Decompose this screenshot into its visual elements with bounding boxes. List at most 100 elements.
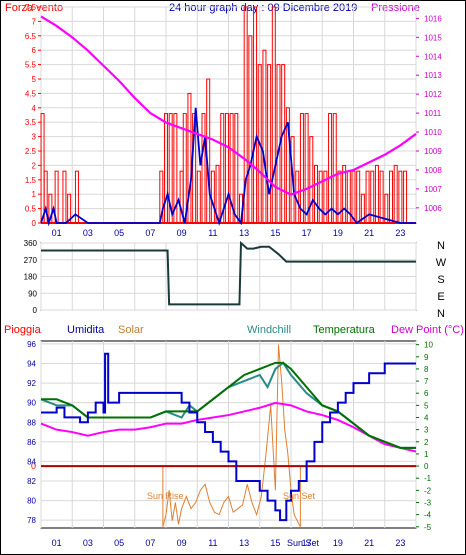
pressure-tick-label: 1010 (424, 128, 442, 137)
direction-tick-label: 0 (33, 306, 38, 315)
wind-tick-label: 7.5 (25, 3, 37, 12)
temp-tick-label: 2 (424, 438, 429, 447)
humidity-tick-label: 96 (27, 340, 36, 349)
humidity-tick-label: 80 (27, 497, 36, 506)
solar-label: Solar (118, 324, 144, 336)
wind-tick-label: 1.5 (25, 176, 37, 185)
hour-tick-label: 05 (114, 228, 124, 238)
humidity-tick-label: 92 (27, 379, 36, 388)
humidity-line (41, 352, 416, 522)
hour-tick-label: 19 (333, 538, 343, 548)
dewpoint-label: Dew Point (°C) (391, 324, 464, 336)
temperature-label: Temperatura (313, 324, 376, 336)
hour-tick-label: 15 (270, 228, 280, 238)
pressure-tick-label: 1009 (424, 147, 442, 156)
dewpoint-line (40, 401, 417, 453)
temp-tick-label: -3 (424, 499, 432, 508)
humidity-tick-label: 94 (27, 360, 36, 369)
direction-tick-label: 360 (24, 239, 38, 248)
hour-tick-label: 17 (302, 228, 312, 238)
temp-tick-label: -2 (424, 486, 432, 495)
temp-tick-label: -5 (424, 523, 432, 532)
wind-tick-label: 6.5 (25, 32, 37, 41)
direction-tick-label: 90 (28, 289, 37, 298)
compass-label: E (437, 291, 444, 303)
humidity-tick-label: 84 (27, 457, 36, 466)
pressure-tick-label: 1006 (424, 204, 442, 213)
pressure-tick-label: 1013 (424, 71, 442, 80)
wind-tick-label: 5.5 (25, 61, 37, 70)
direction-tick-label: 180 (24, 273, 38, 282)
pressure-line (40, 15, 417, 196)
wind-tick-label: 0 (32, 219, 37, 228)
humidity-label: Umidita (67, 324, 105, 336)
humidity-tick-label: 78 (27, 516, 36, 525)
pressure-tick-label: 1012 (424, 90, 442, 99)
hour-tick-label: 15 (270, 538, 280, 548)
rain-value: 0 (31, 461, 36, 471)
hour-tick-label: 01 (52, 538, 62, 548)
wind-tick-label: 2 (32, 161, 37, 170)
sunset-label: Sun Set (283, 491, 316, 501)
solar-line (162, 344, 301, 528)
hour-tick-label: 13 (239, 538, 249, 548)
wind-tick-label: 0.5 (25, 205, 37, 214)
compass-label: W (436, 257, 447, 269)
pressure-tick-label: 1008 (424, 166, 442, 175)
hour-tick-label: 19 (333, 228, 343, 238)
pressure-tick-label: 1015 (424, 33, 442, 42)
hour-tick-label: 09 (177, 228, 187, 238)
hour-tick-label: 07 (145, 228, 155, 238)
hour-tick-label: 11 (208, 538, 217, 548)
hour-tick-label: 03 (83, 538, 93, 548)
temp-tick-label: 10 (424, 341, 433, 350)
temp-tick-label: 1 (424, 450, 429, 459)
temp-tick-label: 6 (424, 389, 429, 398)
wind-tick-label: 4 (32, 104, 37, 113)
hour-tick-label: 01 (52, 228, 62, 238)
humidity-tick-label: 88 (27, 418, 36, 427)
humidity-tick-label: 82 (27, 477, 36, 486)
pressure-tick-label: 1014 (424, 52, 442, 61)
wind-speed-label: Forza vento (5, 2, 63, 14)
temperature-line (41, 361, 416, 449)
wind-tick-label: 4.5 (25, 89, 37, 98)
wind-tick-label: 7 (32, 17, 37, 26)
hour-tick-label: 17 (302, 538, 312, 548)
temp-tick-label: -1 (424, 474, 432, 483)
hour-tick-label: 07 (145, 538, 155, 548)
wind-tick-label: 2.5 (25, 147, 37, 156)
hour-tick-label: 03 (83, 228, 93, 238)
hour-tick-label: 09 (177, 538, 187, 548)
hour-tick-label: 13 (239, 228, 249, 238)
chart-title: 24 hour graph day : 09 Dicembre 2019 (169, 2, 357, 14)
wind-tick-label: 5 (32, 75, 37, 84)
pressure-tick-label: 1016 (424, 14, 442, 23)
rain-label: Pioggia (4, 324, 42, 336)
direction-tick-label: 270 (24, 256, 38, 265)
hour-tick-label: 23 (395, 538, 405, 548)
wind-tick-label: 1 (32, 190, 37, 199)
hour-tick-label: 05 (114, 538, 124, 548)
windchill-label: Windchill (247, 324, 291, 336)
hour-tick-label: 21 (364, 538, 374, 548)
hour-tick-label: 11 (208, 228, 217, 238)
temp-tick-label: 7 (424, 377, 429, 386)
temp-tick-label: -4 (424, 511, 432, 520)
wind-direction-line (41, 240, 416, 306)
humidity-tick-label: 86 (27, 438, 36, 447)
wind-tick-label: 3 (32, 133, 37, 142)
hour-tick-label: 21 (364, 228, 374, 238)
humidity-tick-label: 90 (27, 399, 36, 408)
pressure-tick-label: 1007 (424, 185, 442, 194)
temp-tick-label: 4 (424, 414, 429, 423)
sunrise-label: Sun Rise (147, 491, 184, 501)
compass-label: N (437, 240, 445, 252)
temp-tick-label: 5 (424, 401, 429, 410)
temp-tick-label: 3 (424, 426, 429, 435)
temp-tick-label: 0 (424, 462, 429, 471)
pressure-tick-label: 1011 (424, 109, 442, 118)
compass-label: S (437, 274, 444, 286)
